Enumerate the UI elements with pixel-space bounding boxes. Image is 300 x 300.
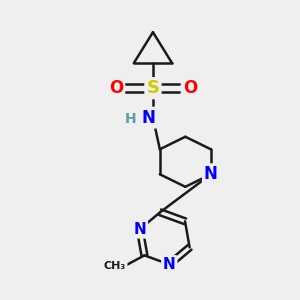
Text: S: S <box>146 79 159 97</box>
Text: N: N <box>134 222 146 237</box>
Text: N: N <box>163 257 176 272</box>
Text: CH₃: CH₃ <box>104 261 126 271</box>
Text: O: O <box>109 79 123 97</box>
Text: N: N <box>142 109 155 127</box>
Text: N: N <box>204 165 218 183</box>
Text: O: O <box>183 79 197 97</box>
Text: H: H <box>125 112 137 126</box>
